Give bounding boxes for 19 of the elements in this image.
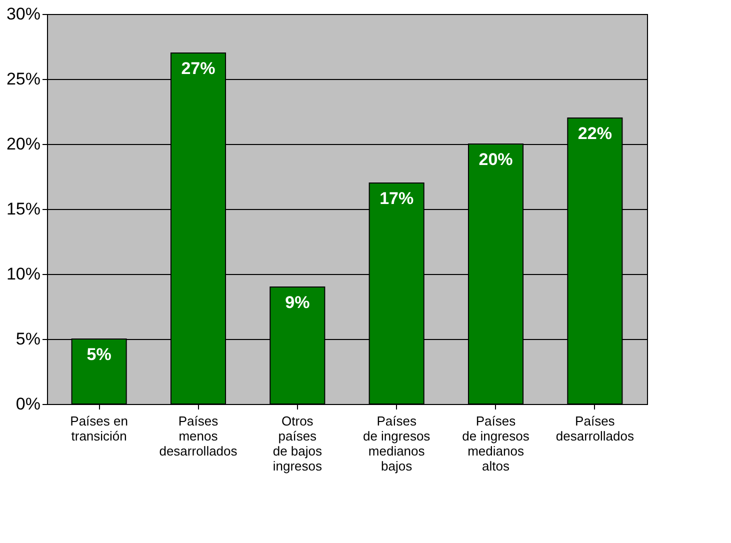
x-tick-label: Países de ingresos medianos altos [462, 414, 530, 474]
x-tick-label: Países desarrollados [556, 414, 634, 444]
data-label: 20% [478, 150, 513, 169]
y-tick-label: 10% [6, 264, 40, 284]
data-label: 9% [285, 293, 310, 312]
y-tick-label: 15% [6, 200, 40, 218]
y-tick-label: 5% [16, 330, 40, 348]
x-tick-label: Países en transición [70, 414, 128, 444]
x-tick-label: Países de ingresos medianos bajos [362, 414, 431, 474]
data-label: 5% [86, 345, 112, 364]
data-label: 17% [380, 189, 414, 208]
y-tick-label: 0% [16, 394, 40, 414]
x-tick-label: Países menos desarrollados [159, 414, 238, 458]
x-tick-label: Otros países de bajos ingresos [272, 414, 322, 474]
y-tick-label: 20% [6, 134, 40, 154]
data-label: 22% [578, 124, 612, 143]
y-tick-label: 25% [6, 70, 40, 88]
y-tick-label: 30% [6, 4, 40, 24]
data-label: 27% [181, 59, 216, 78]
